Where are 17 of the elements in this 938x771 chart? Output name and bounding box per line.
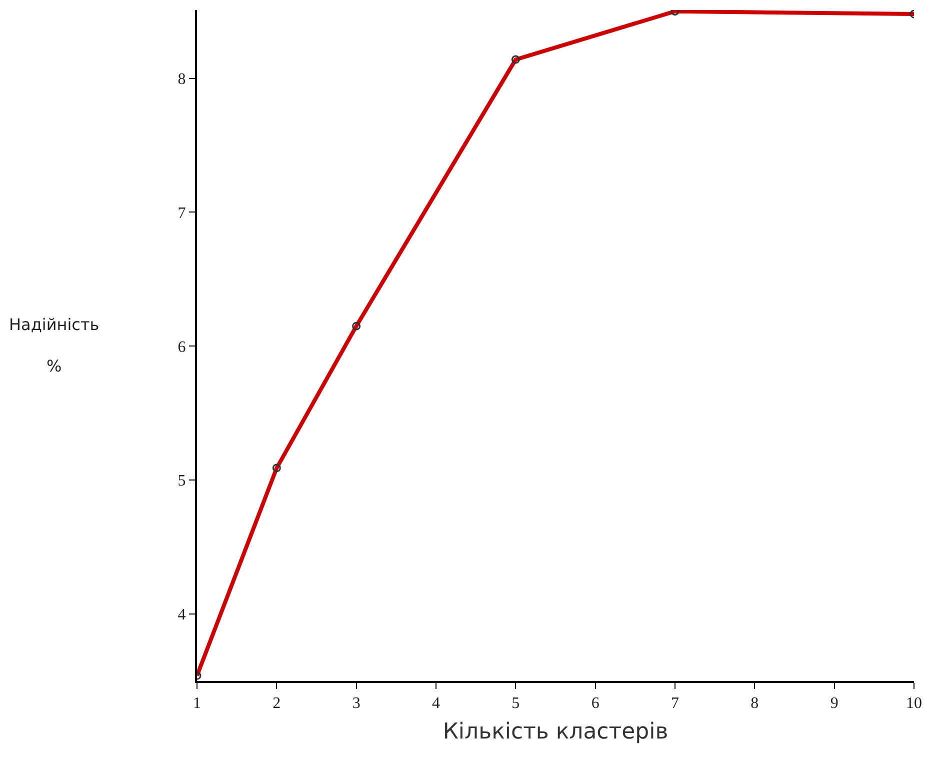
x-tick-label: 3 <box>352 695 360 712</box>
y-tick-label: 6 <box>178 338 186 356</box>
x-tick-label: 4 <box>432 695 440 712</box>
y-tick-label: 5 <box>178 472 186 490</box>
x-tick-label: 9 <box>830 695 838 712</box>
text: Надійність % <box>9 315 100 376</box>
x-tick-label: 7 <box>671 695 679 712</box>
x-tick-label: 1 <box>193 695 201 712</box>
y-tick-label: 4 <box>178 606 186 624</box>
x-axis-title: Кількість кластерів <box>442 720 668 745</box>
y-tick-label: 7 <box>178 204 186 222</box>
x-tick-label: 8 <box>750 695 759 712</box>
x-tick-label: 5 <box>512 695 520 712</box>
x-tick-label: 2 <box>272 695 281 712</box>
y-tick-label: 8 <box>178 70 186 88</box>
x-tick-label: 10 <box>906 695 922 712</box>
x-tick-label: 6 <box>591 695 600 712</box>
